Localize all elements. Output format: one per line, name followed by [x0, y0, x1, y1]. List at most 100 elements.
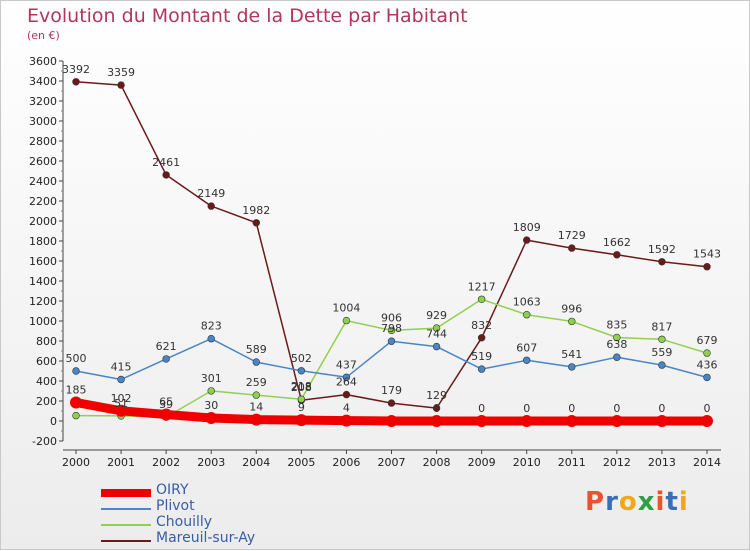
- data-label: 102: [111, 392, 132, 405]
- data-point: [701, 415, 713, 427]
- data-point: [432, 324, 441, 332]
- data-point: [568, 244, 576, 252]
- data-point: [477, 295, 486, 303]
- data-point: [523, 311, 531, 319]
- logo-letter: r: [605, 487, 619, 517]
- data-label: 1982: [242, 204, 270, 217]
- data-label: 1004: [332, 302, 360, 315]
- data-label: 65: [159, 396, 173, 409]
- data-label: 621: [156, 340, 177, 353]
- proxiti-logo: Proxiti: [585, 487, 689, 517]
- data-point: [658, 361, 666, 369]
- y-tick-label: 3600: [29, 55, 57, 68]
- data-point: [523, 356, 531, 364]
- data-label: 218: [291, 380, 312, 393]
- data-point: [207, 202, 215, 210]
- y-tick-label: 1400: [29, 275, 57, 288]
- data-label: 835: [606, 319, 627, 332]
- data-label: 519: [471, 350, 492, 363]
- data-point: [658, 258, 666, 266]
- y-tick-label: 400: [36, 375, 57, 388]
- data-label: 798: [381, 322, 402, 335]
- data-point: [703, 349, 711, 357]
- data-point: [207, 387, 215, 395]
- x-tick-label: 2012: [603, 456, 631, 469]
- data-label: 1729: [558, 229, 586, 242]
- legend-label: Mareuil-sur-Ay: [156, 530, 256, 546]
- point-labels: 185 102 65 30 14 9 4 0 0 0 0 0 0 0 500 415 621 823 589 502 4…: [62, 63, 721, 415]
- data-point: [610, 415, 623, 427]
- data-point: [117, 81, 125, 89]
- data-point: [162, 171, 170, 179]
- x-tick-label: 2007: [378, 456, 406, 469]
- data-label: 2461: [152, 156, 180, 169]
- data-label: 823: [201, 320, 222, 333]
- data-point: [475, 415, 488, 427]
- data-point: [252, 358, 260, 366]
- legend-label: Plivot: [156, 498, 195, 514]
- data-label: 264: [336, 376, 357, 389]
- data-label: 996: [561, 302, 582, 315]
- data-label: 929: [426, 309, 447, 322]
- data-point: [297, 367, 306, 375]
- data-point: [477, 334, 486, 342]
- data-label: 9: [298, 401, 305, 414]
- data-point: [70, 396, 82, 409]
- data-point: [387, 326, 396, 335]
- y-tick-label: 1800: [29, 235, 57, 248]
- y-tick-label: 800: [36, 335, 57, 348]
- data-point: [703, 373, 711, 382]
- data-point: [205, 412, 218, 424]
- data-label: 679: [697, 334, 718, 347]
- data-label: 1543: [693, 248, 721, 261]
- data-label: 541: [561, 348, 582, 361]
- data-label: 0: [568, 402, 575, 415]
- data-point: [342, 373, 351, 381]
- data-point: [613, 353, 621, 361]
- data-label: 559: [651, 346, 672, 359]
- chart-title: Evolution du Montant de la Dette par Hab…: [27, 5, 468, 27]
- y-tick-label: 1000: [29, 315, 57, 328]
- data-point: [160, 408, 173, 421]
- data-point: [613, 333, 621, 342]
- data-point: [655, 415, 668, 427]
- y-tick-label: 2600: [29, 155, 57, 168]
- data-label: 4: [343, 402, 350, 415]
- logo-letter: x: [637, 487, 656, 517]
- data-point: [568, 363, 576, 371]
- data-label: 1592: [648, 243, 676, 256]
- x-tick-label: 2004: [242, 456, 270, 469]
- data-label: 436: [697, 358, 718, 371]
- logo-letter: t: [665, 487, 679, 517]
- y-tick-label: 3000: [29, 115, 57, 128]
- data-label: 817: [651, 320, 672, 333]
- x-tick-label: 2001: [107, 456, 135, 469]
- data-point: [387, 399, 396, 407]
- data-point: [207, 335, 215, 343]
- y-tick-label: 2000: [29, 215, 57, 228]
- data-label: 2149: [197, 187, 225, 200]
- legend-label: OIRY: [156, 482, 189, 498]
- data-point: [72, 411, 80, 420]
- y-tick-label: 200: [36, 395, 57, 408]
- x-tick-label: 2011: [558, 456, 586, 469]
- data-label: 1217: [468, 280, 496, 293]
- data-point: [477, 365, 486, 373]
- x-tick-label: 2006: [332, 456, 360, 469]
- y-tick-label: 3200: [29, 95, 57, 108]
- data-point: [162, 355, 170, 363]
- data-label: 3359: [107, 66, 135, 79]
- data-label: 502: [291, 352, 312, 365]
- data-label: 30: [204, 399, 218, 412]
- data-label: 179: [381, 384, 402, 397]
- y-tick-label: 1200: [29, 295, 57, 308]
- logo-letter: i: [678, 487, 689, 517]
- data-point: [703, 263, 711, 271]
- data-label: 744: [426, 328, 447, 341]
- x-tick-label: 2002: [152, 456, 180, 469]
- data-point: [117, 375, 125, 384]
- y-tick-label: -200: [32, 435, 57, 448]
- y-tick-label: 1600: [29, 255, 57, 268]
